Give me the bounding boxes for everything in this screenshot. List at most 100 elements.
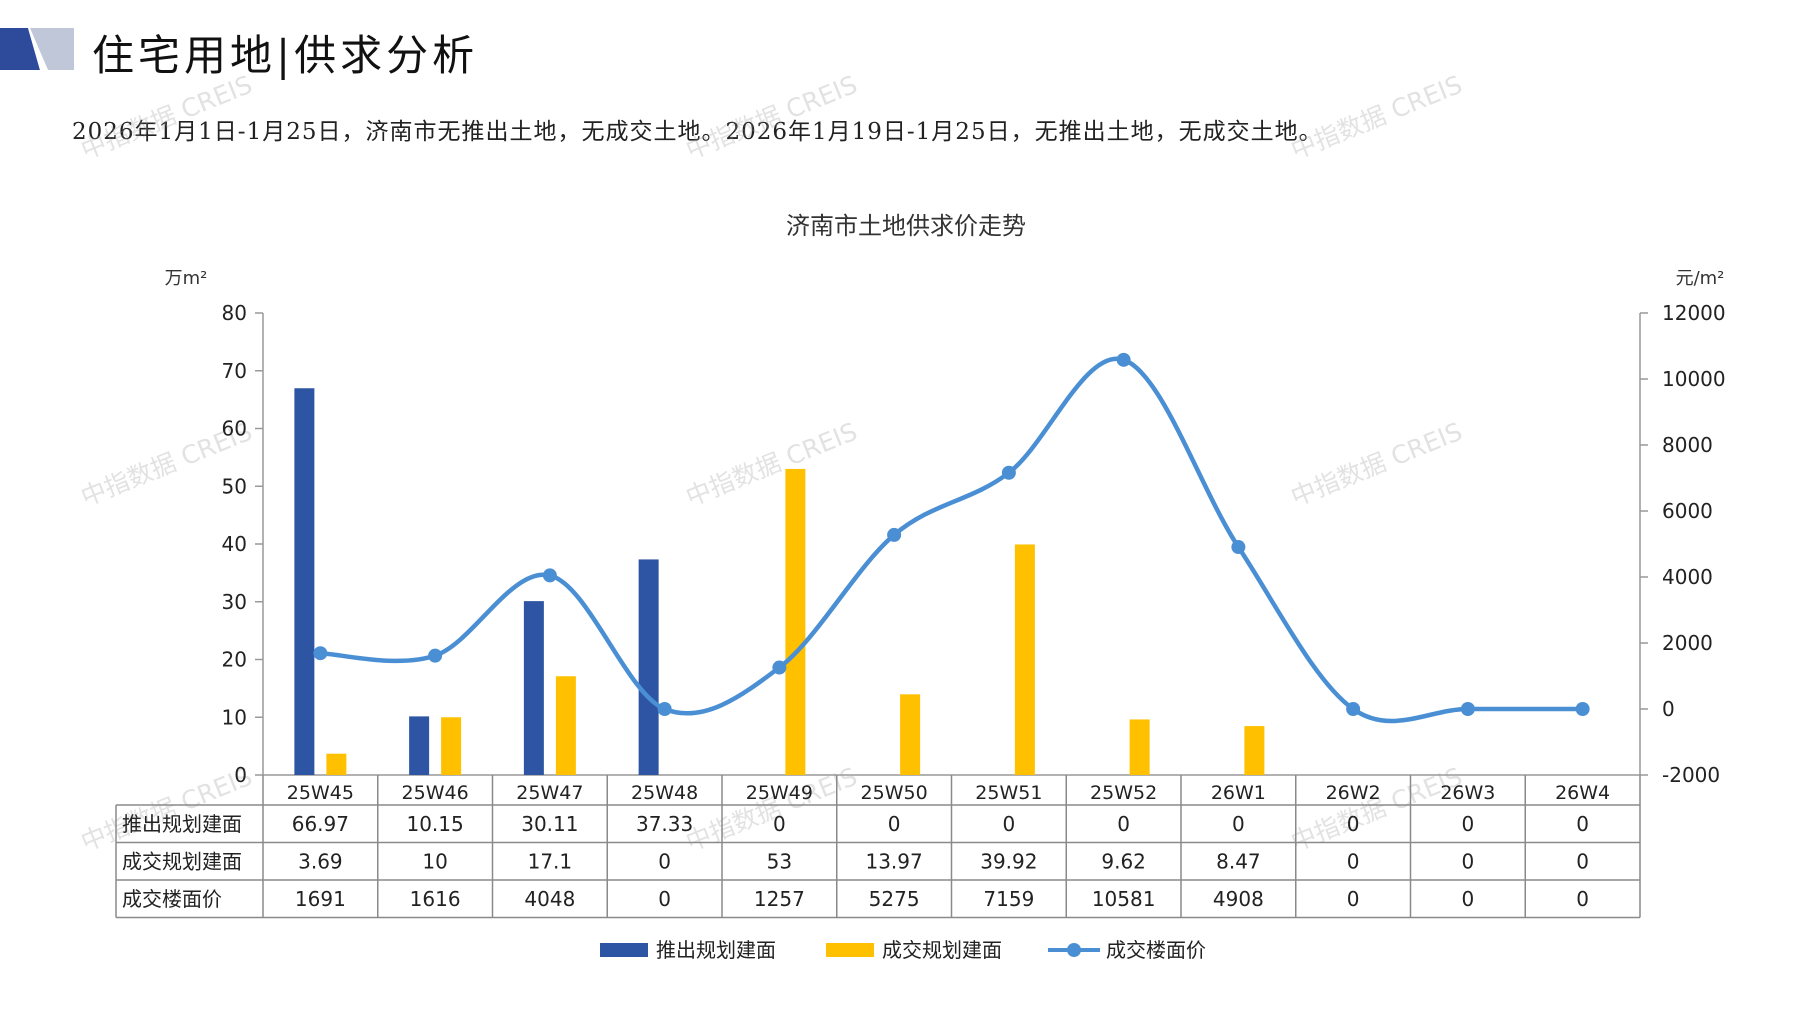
bar-deal <box>785 468 806 775</box>
table-cell: 1616 <box>410 887 461 911</box>
legend-label: 成交楼面价 <box>1106 938 1206 962</box>
price-point <box>542 568 557 583</box>
price-point <box>1575 702 1590 716</box>
bar-supply <box>409 716 430 775</box>
y-axis-label-left: 万m² <box>165 268 208 289</box>
table-cell: 4048 <box>524 887 575 911</box>
x-tick-label: 25W45 <box>287 782 354 804</box>
y-tick-label-left: 30 <box>222 590 247 614</box>
price-line <box>313 352 1590 724</box>
bar-supply <box>523 601 544 775</box>
table-cell: 0 <box>773 812 786 836</box>
table-cell: 9.62 <box>1101 849 1146 873</box>
axes: 0 10 20 30 40 50 60 70 80 -2000 0 2000 4000 6000 8000 1… <box>222 301 1726 787</box>
table-cell: 17.1 <box>528 849 573 873</box>
price-point <box>657 702 672 716</box>
y-tick-label-left: 50 <box>222 474 247 498</box>
y-tick-label-right: 6000 <box>1662 499 1713 523</box>
y-tick-label-left: 20 <box>222 648 247 672</box>
legend-label: 成交规划建面 <box>882 938 1002 962</box>
header-deco-dark-block <box>0 28 40 70</box>
bar-deal <box>555 676 576 775</box>
price-point <box>428 648 443 663</box>
y-axis-label-right: 元/m² <box>1676 268 1725 289</box>
price-point <box>772 660 787 675</box>
y-tick-label-left: 80 <box>222 301 247 325</box>
bar-deal <box>1129 719 1150 775</box>
x-tick-label: 26W1 <box>1211 782 1266 804</box>
table-cell: 0 <box>1462 812 1475 836</box>
table-cell: 7159 <box>983 887 1034 911</box>
bar-deal <box>900 694 921 775</box>
table-cell: 37.33 <box>636 812 693 836</box>
table-cell: 39.92 <box>980 849 1037 873</box>
y-tick-label-right: 8000 <box>1662 433 1713 457</box>
table-row-header: 成交规划建面 <box>122 849 242 873</box>
bar-deal <box>1014 544 1035 775</box>
price-point <box>1001 465 1016 480</box>
y-tick-label-right: 10000 <box>1662 367 1726 391</box>
table-cell: 0 <box>888 812 901 836</box>
y-tick-label-right: 0 <box>1662 697 1675 721</box>
y-tick-label-right: 12000 <box>1662 301 1726 325</box>
table-cell: 53 <box>767 849 792 873</box>
table-cell: 0 <box>1576 849 1589 873</box>
y-tick-label-right: 2000 <box>1662 631 1713 655</box>
x-tick-label: 25W49 <box>746 782 813 804</box>
table-cell: 0 <box>1462 887 1475 911</box>
chart-title: 济南市土地供求价走势 <box>786 212 1026 240</box>
price-point <box>1231 540 1246 555</box>
y-tick-label-left: 0 <box>234 763 247 787</box>
legend-label: 推出规划建面 <box>656 938 776 962</box>
y-tick-label-right: 4000 <box>1662 565 1713 589</box>
price-point <box>1460 702 1475 716</box>
table-cell: 0 <box>1232 812 1245 836</box>
table-cell: 0 <box>1117 812 1130 836</box>
table-cell: 0 <box>1576 887 1589 911</box>
bars <box>294 388 1265 775</box>
table-cell: 0 <box>1576 812 1589 836</box>
y-tick-label-right: -2000 <box>1662 763 1720 787</box>
y-tick-label-left: 70 <box>222 359 247 383</box>
table-row-header: 成交楼面价 <box>122 887 222 911</box>
table-cell: 10 <box>422 849 447 873</box>
table-cell: 0 <box>1347 887 1360 911</box>
x-tick-label: 26W4 <box>1555 782 1610 804</box>
price-line-path <box>318 356 1585 724</box>
header-decoration <box>0 28 74 70</box>
x-tick-label: 25W47 <box>516 782 583 804</box>
legend-swatch <box>826 943 874 957</box>
bar-deal <box>1244 726 1265 775</box>
table-cell: 5275 <box>869 887 920 911</box>
table-cell: 4908 <box>1213 887 1264 911</box>
table-row-header: 推出规划建面 <box>122 812 242 836</box>
x-tick-label: 25W51 <box>975 782 1042 804</box>
table-cell: 10.15 <box>406 812 463 836</box>
x-tick-label: 25W50 <box>861 782 928 804</box>
price-point <box>1346 702 1361 716</box>
table-cell: 10581 <box>1092 887 1156 911</box>
table-cell: 0 <box>658 887 671 911</box>
legend: 推出规划建面 成交规划建面 成交楼面价 <box>600 938 1206 962</box>
table-cell: 0 <box>658 849 671 873</box>
x-tick-label: 25W48 <box>631 782 698 804</box>
price-point <box>1116 352 1131 367</box>
y-tick-label-left: 10 <box>222 705 247 729</box>
table-cell: 0 <box>1003 812 1016 836</box>
x-tick-label: 25W46 <box>402 782 469 804</box>
table-cell: 3.69 <box>298 849 343 873</box>
table-cell: 66.97 <box>292 812 349 836</box>
x-tick-label: 26W3 <box>1440 782 1495 804</box>
table-cell: 0 <box>1347 812 1360 836</box>
header-deco-light-block <box>30 28 74 70</box>
bar-supply <box>638 559 659 775</box>
page-title: 住宅用地|供求分析 <box>92 31 479 80</box>
table-cell: 1257 <box>754 887 805 911</box>
y-tick-label-left: 60 <box>222 417 247 441</box>
price-point <box>887 527 902 542</box>
summary-text: 2026年1月1日-1月25日，济南市无推出土地，无成交土地。2026年1月19… <box>72 119 1323 145</box>
header-deco-gap <box>28 28 48 70</box>
legend-swatch <box>600 943 648 957</box>
bar-supply <box>294 388 315 775</box>
